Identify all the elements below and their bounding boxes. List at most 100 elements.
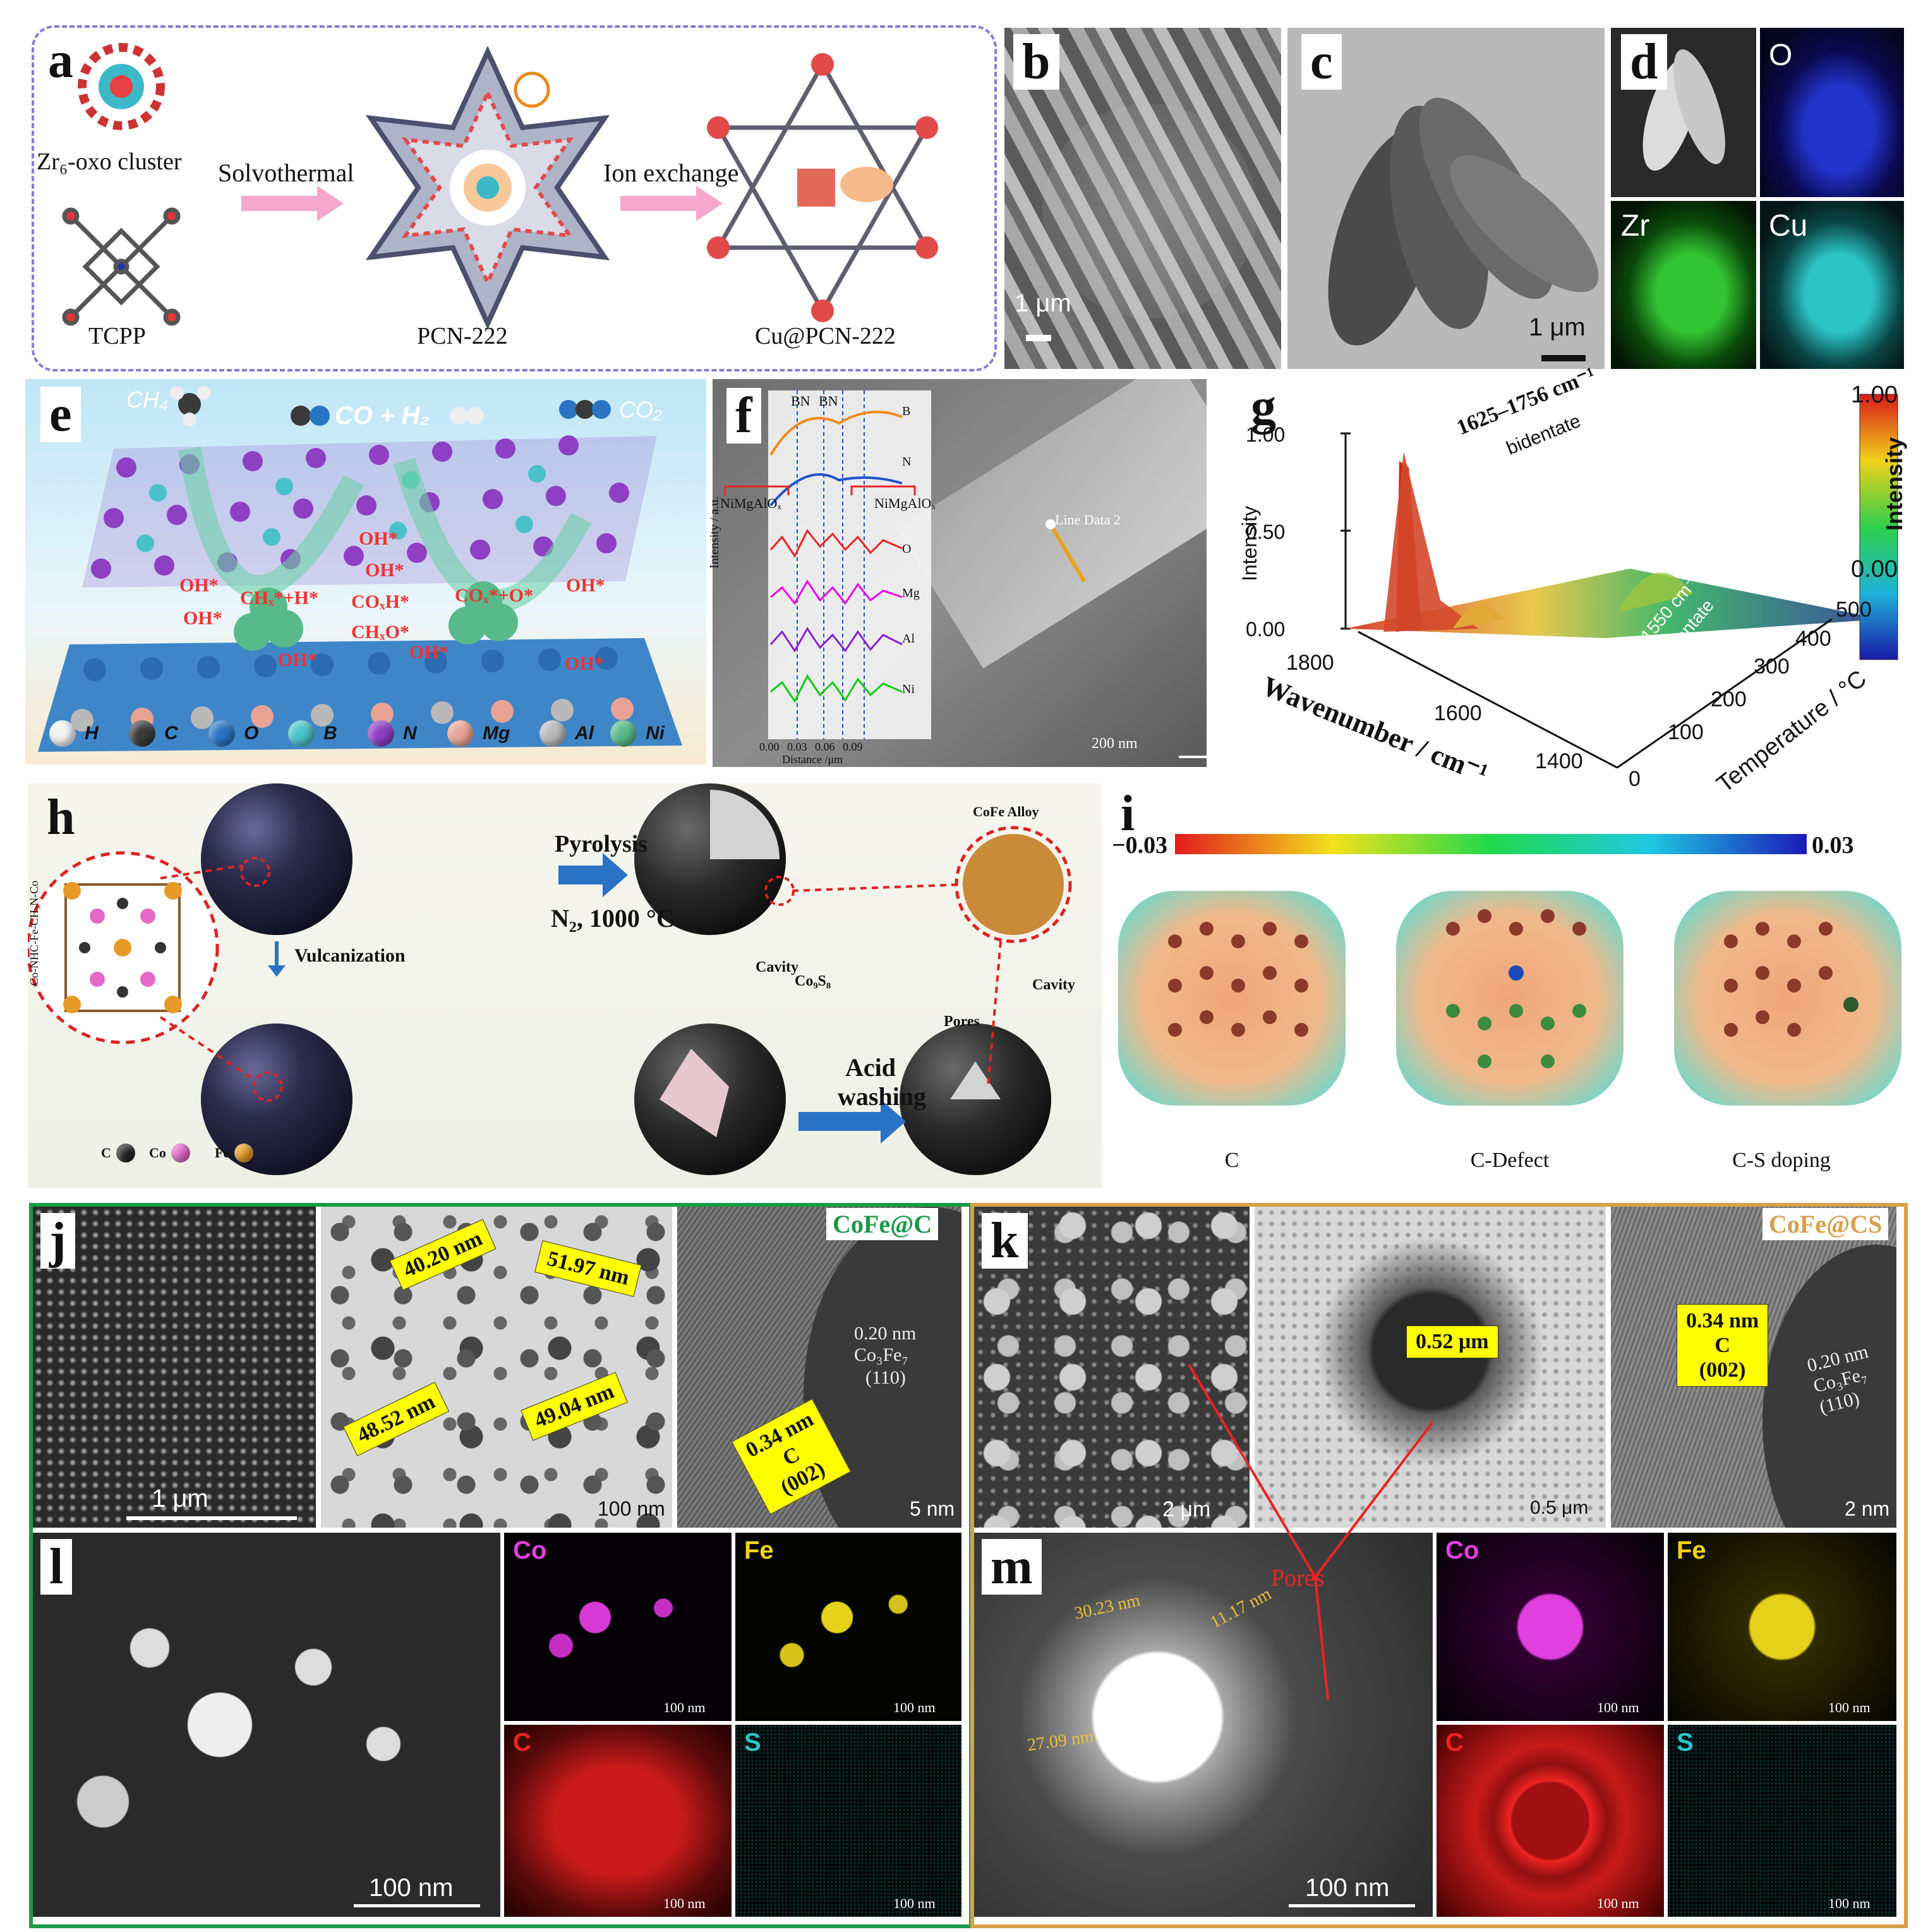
o-atom-icon xyxy=(208,720,235,747)
xtick-f-1: 0.00 xyxy=(759,740,780,753)
colorbar-min: 0.00 xyxy=(1851,556,1898,583)
label-oh-6: OH* xyxy=(278,649,317,670)
legend-ni: Ni xyxy=(610,720,665,747)
scalebar-j1 xyxy=(126,1516,297,1520)
label-chxo: CHₓO* xyxy=(351,622,409,643)
legend-al: Al xyxy=(539,720,594,747)
scalebar-label-j3: 5 nm xyxy=(910,1497,955,1520)
scalebar-label-b: 1 μm xyxy=(1015,289,1071,317)
label-k-dspacing-2: 0.34 nm xyxy=(1686,1309,1759,1332)
trace-label-b: B xyxy=(902,404,911,418)
label-j-dspacing-1: 0.20 nm xyxy=(854,1323,917,1344)
label-cavity-2: Cavity xyxy=(1032,977,1075,993)
scalebar-label-j1: 1 μm xyxy=(152,1485,208,1512)
legend-o: O xyxy=(208,720,258,747)
map-m-s xyxy=(1668,1725,1896,1917)
co2-molecule-icon xyxy=(559,400,611,419)
label-cox-o: COₓ*+O* xyxy=(455,585,534,606)
map-zr xyxy=(1611,201,1756,369)
legend-mg: Mg xyxy=(447,720,510,747)
xtick-g-3: 1400 xyxy=(1535,749,1583,773)
tag-cofe-cs: CoFe@CS xyxy=(1762,1208,1889,1240)
pcn222-framework-icon xyxy=(365,45,610,330)
map-l-s xyxy=(735,1725,961,1917)
arrow-solvothermal xyxy=(241,186,344,221)
panel-a-schematic xyxy=(62,43,938,330)
label-cavity-1: Cavity xyxy=(756,959,798,975)
axis-label-g-y: Intensity xyxy=(1238,505,1261,581)
panel-letter-k: k xyxy=(982,1213,1028,1269)
label-co9s8: Co₉S₈ xyxy=(795,973,831,989)
map-scale-l-fe: 100 nm xyxy=(893,1700,936,1715)
panel-letter-m: m xyxy=(982,1539,1042,1595)
panel-letter-i: i xyxy=(1121,786,1135,842)
map-label-m-s: S xyxy=(1677,1729,1694,1756)
map-label-o: O xyxy=(1769,39,1793,72)
map-label-m-c: C xyxy=(1445,1729,1464,1756)
colorbar-i-max: 0.03 xyxy=(1812,832,1854,859)
cu-pcn222-framework-icon xyxy=(707,53,938,322)
co-atom-icon xyxy=(171,1144,190,1162)
trace-label-n: N xyxy=(902,455,912,469)
ytick-g-3: 0.00 xyxy=(1246,618,1286,641)
axis-label-f-y: Intensity / a.u. xyxy=(708,496,721,569)
label-cu-pcn222: Cu@PCN-222 xyxy=(755,323,896,349)
panel-g-chart xyxy=(1213,379,1920,799)
map-scale-l-co: 100 nm xyxy=(663,1700,706,1715)
map-m-co xyxy=(1437,1533,1664,1721)
trace-label-o: O xyxy=(902,542,912,556)
label-tcpp: TCPP xyxy=(88,323,146,349)
legend-h: H xyxy=(49,720,99,747)
xtick-f-3: 0.06 xyxy=(815,740,835,753)
scalebar-label-k2: 0.5 μm xyxy=(1530,1497,1589,1518)
map-cu xyxy=(1760,201,1904,369)
label-coxh: COₓH* xyxy=(351,591,409,612)
precursor-crystal-icon xyxy=(63,882,182,1013)
mg-atom-icon xyxy=(447,720,474,747)
label-chx-h: CHₓ*+H* xyxy=(240,588,319,608)
panel-letter-e: e xyxy=(40,387,81,442)
map-o xyxy=(1760,28,1904,197)
map-m-c xyxy=(1437,1725,1664,1917)
trace-label-mg: Mg xyxy=(902,586,920,600)
scalebar-c xyxy=(1541,355,1586,361)
pores-arrows xyxy=(1188,1363,1433,1700)
scalebar-l xyxy=(354,1904,480,1907)
label-oh-1: OH* xyxy=(359,528,398,549)
panel-letter-l: l xyxy=(40,1539,73,1595)
fe-atom-icon xyxy=(234,1144,254,1162)
b-atom-icon xyxy=(288,720,315,747)
panel-i-esp xyxy=(1112,802,1920,1181)
label-ch4: CH₄ xyxy=(126,387,169,413)
label-zr6-cluster: Zr₆-oxo cluster xyxy=(37,148,182,175)
label-ion-exchange: Ion exchange xyxy=(603,159,739,187)
map-scale-m-c: 100 nm xyxy=(1597,1895,1639,1911)
scalebar-label-k3: 2 nm xyxy=(1845,1497,1890,1520)
panel-k-tem xyxy=(1255,1207,1606,1528)
xtick-f-2: 0.03 xyxy=(787,740,807,753)
map-label-m-co: Co xyxy=(1445,1537,1479,1564)
panel-j-hrtem xyxy=(677,1207,961,1528)
map-label-m-fe: Fe xyxy=(1677,1537,1706,1564)
label-pyrolysis: Pyrolysis xyxy=(555,831,648,857)
map-label-zr: Zr xyxy=(1621,209,1650,243)
panel-j-tem xyxy=(321,1207,672,1528)
label-nimgalox-1: NiMgAlOₓ xyxy=(720,495,781,511)
legend-n: N xyxy=(368,720,417,747)
scalebar-label-f: 200 nm xyxy=(1092,735,1138,752)
colorbar-i-min: −0.03 xyxy=(1112,832,1168,859)
label-vulcanization: Vulcanization xyxy=(294,945,406,966)
label-k-plane-2: (002) xyxy=(1699,1358,1746,1382)
label-solvothermal: Solvothermal xyxy=(218,159,354,187)
panel-letter-g: g xyxy=(1251,379,1276,435)
colorbar-label: Intensity xyxy=(1881,437,1907,531)
panel-letter-h: h xyxy=(47,790,75,845)
panel-letter-j: j xyxy=(40,1213,75,1269)
label-j-plane-1: (110) xyxy=(865,1367,906,1388)
tag-cofe-c: CoFe@C xyxy=(826,1208,939,1240)
ttick-g-2: 200 xyxy=(1711,687,1747,711)
caption-i-c: C xyxy=(1224,1149,1239,1172)
label-j-phase: Co₃Fe₇ xyxy=(854,1344,908,1365)
scalebar-label-l: 100 nm xyxy=(369,1874,454,1902)
panel-letter-f: f xyxy=(726,388,761,444)
